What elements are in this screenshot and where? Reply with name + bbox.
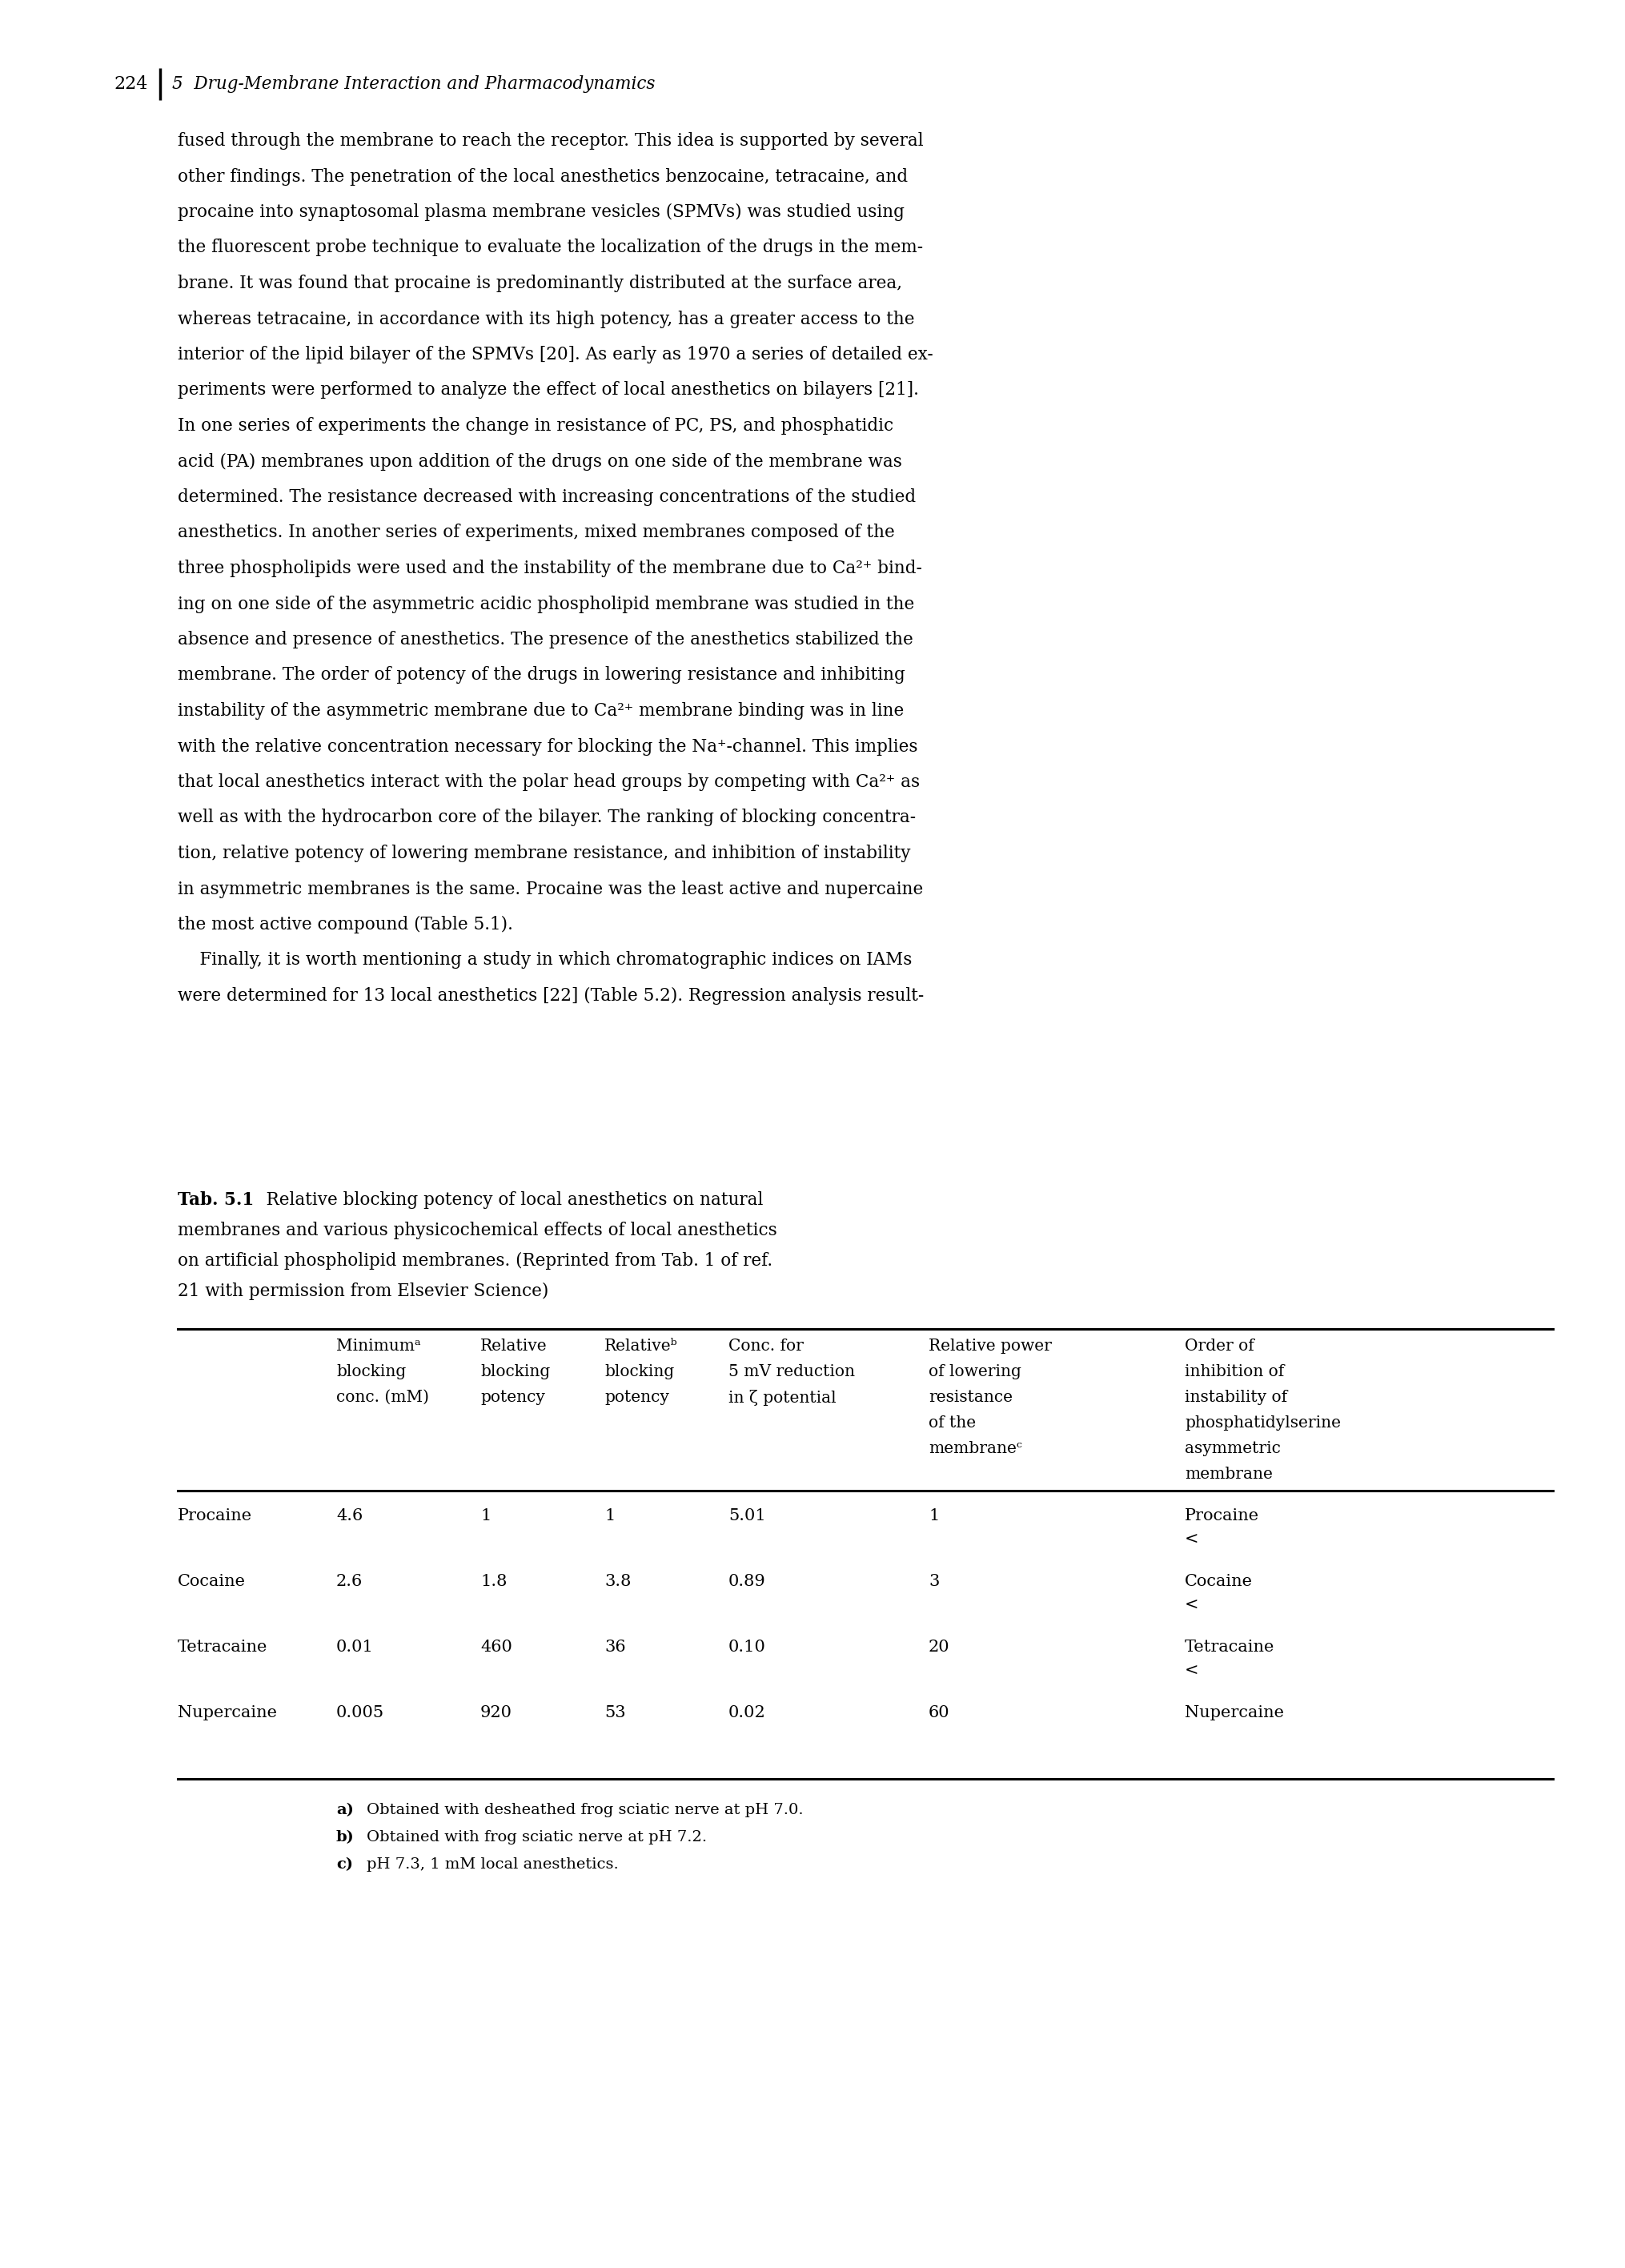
Text: b): b) [336, 1830, 354, 1844]
Text: membranes and various physicochemical effects of local anesthetics: membranes and various physicochemical ef… [177, 1222, 777, 1238]
Text: resistance: resistance [928, 1390, 1012, 1404]
Text: in asymmetric membranes is the same. Procaine was the least active and nupercain: in asymmetric membranes is the same. Pro… [177, 880, 923, 898]
Text: conc. (mM): conc. (mM) [336, 1390, 429, 1404]
Text: that local anesthetics interact with the polar head groups by competing with Ca²: that local anesthetics interact with the… [177, 773, 920, 792]
Text: Relative power: Relative power [928, 1338, 1051, 1354]
Text: well as with the hydrocarbon core of the bilayer. The ranking of blocking concen: well as with the hydrocarbon core of the… [177, 810, 915, 826]
Text: 4.6: 4.6 [336, 1508, 362, 1524]
Text: other findings. The penetration of the local anesthetics benzocaine, tetracaine,: other findings. The penetration of the l… [177, 168, 907, 186]
Text: Finally, it is worth mentioning a study in which chromatographic indices on IAMs: Finally, it is worth mentioning a study … [177, 953, 912, 968]
Text: ing on one side of the asymmetric acidic phospholipid membrane was studied in th: ing on one side of the asymmetric acidic… [177, 594, 913, 612]
Text: 3.8: 3.8 [604, 1574, 630, 1590]
Text: 3: 3 [928, 1574, 939, 1590]
Text: 36: 36 [604, 1640, 626, 1656]
Text: of lowering: of lowering [928, 1363, 1020, 1379]
Text: 5  Drug-Membrane Interaction and Pharmacodynamics: 5 Drug-Membrane Interaction and Pharmaco… [172, 75, 655, 93]
Text: Nupercaine: Nupercaine [1185, 1706, 1284, 1721]
Text: Tetracaine: Tetracaine [1185, 1640, 1274, 1656]
Text: on artificial phospholipid membranes. (Reprinted from Tab. 1 of ref.: on artificial phospholipid membranes. (R… [177, 1252, 772, 1270]
Text: Cocaine: Cocaine [177, 1574, 245, 1590]
Text: 5.01: 5.01 [728, 1508, 765, 1524]
Text: 1: 1 [479, 1508, 491, 1524]
Text: membraneᶜ: membraneᶜ [928, 1440, 1022, 1456]
Text: the most active compound (Table 5.1).: the most active compound (Table 5.1). [177, 916, 514, 934]
Text: 1: 1 [604, 1508, 614, 1524]
Text: 0.89: 0.89 [728, 1574, 765, 1590]
Text: Obtained with frog sciatic nerve at pH 7.2.: Obtained with frog sciatic nerve at pH 7… [367, 1830, 707, 1844]
Text: brane. It was found that procaine is predominantly distributed at the surface ar: brane. It was found that procaine is pre… [177, 274, 902, 293]
Text: 1: 1 [928, 1508, 939, 1524]
Text: Cocaine: Cocaine [1185, 1574, 1253, 1590]
Text: fused through the membrane to reach the receptor. This idea is supported by seve: fused through the membrane to reach the … [177, 132, 923, 150]
Text: instability of: instability of [1185, 1390, 1287, 1404]
Text: membrane. The order of potency of the drugs in lowering resistance and inhibitin: membrane. The order of potency of the dr… [177, 667, 905, 685]
Text: acid (PA) membranes upon addition of the drugs on one side of the membrane was: acid (PA) membranes upon addition of the… [177, 454, 902, 469]
Text: 0.01: 0.01 [336, 1640, 374, 1656]
Text: in ζ potential: in ζ potential [728, 1390, 835, 1406]
Text: three phospholipids were used and the instability of the membrane due to Ca²⁺ bi: three phospholipids were used and the in… [177, 560, 921, 578]
Text: anesthetics. In another series of experiments, mixed membranes composed of the: anesthetics. In another series of experi… [177, 524, 894, 542]
Text: Relative: Relative [479, 1338, 548, 1354]
Text: 1.8: 1.8 [479, 1574, 507, 1590]
Text: with the relative concentration necessary for blocking the Na⁺-channel. This imp: with the relative concentration necessar… [177, 737, 918, 755]
Text: 53: 53 [604, 1706, 626, 1721]
Text: c): c) [336, 1857, 353, 1871]
Text: <: < [1185, 1533, 1198, 1547]
Text: Nupercaine: Nupercaine [177, 1706, 276, 1721]
Text: 60: 60 [928, 1706, 949, 1721]
Text: absence and presence of anesthetics. The presence of the anesthetics stabilized : absence and presence of anesthetics. The… [177, 631, 913, 649]
Text: blocking: blocking [604, 1363, 674, 1379]
Text: Relativeᵇ: Relativeᵇ [604, 1338, 678, 1354]
Text: potency: potency [479, 1390, 544, 1404]
Text: 224: 224 [114, 75, 148, 93]
Text: whereas tetracaine, in accordance with its high potency, has a greater access to: whereas tetracaine, in accordance with i… [177, 311, 915, 329]
Text: membrane: membrane [1185, 1467, 1272, 1481]
Text: 0.10: 0.10 [728, 1640, 765, 1656]
Text: <: < [1185, 1599, 1198, 1613]
Text: blocking: blocking [336, 1363, 406, 1379]
Text: 2.6: 2.6 [336, 1574, 362, 1590]
Text: instability of the asymmetric membrane due to Ca²⁺ membrane binding was in line: instability of the asymmetric membrane d… [177, 703, 904, 719]
Text: were determined for 13 local anesthetics [22] (Table 5.2). Regression analysis r: were determined for 13 local anesthetics… [177, 987, 923, 1005]
Text: the fluorescent probe technique to evaluate the localization of the drugs in the: the fluorescent probe technique to evalu… [177, 238, 923, 256]
Text: 0.005: 0.005 [336, 1706, 383, 1721]
Text: potency: potency [604, 1390, 669, 1404]
Text: asymmetric: asymmetric [1185, 1440, 1280, 1456]
Text: Procaine: Procaine [1185, 1508, 1259, 1524]
Text: interior of the lipid bilayer of the SPMVs [20]. As early as 1970 a series of de: interior of the lipid bilayer of the SPM… [177, 345, 933, 363]
Text: determined. The resistance decreased with increasing concentrations of the studi: determined. The resistance decreased wit… [177, 488, 915, 506]
Text: Tab. 5.1: Tab. 5.1 [177, 1191, 254, 1209]
Text: blocking: blocking [479, 1363, 549, 1379]
Text: Conc. for: Conc. for [728, 1338, 803, 1354]
Text: Order of: Order of [1185, 1338, 1253, 1354]
Text: inhibition of: inhibition of [1185, 1363, 1284, 1379]
Text: pH 7.3, 1 mM local anesthetics.: pH 7.3, 1 mM local anesthetics. [367, 1857, 618, 1871]
Text: 460: 460 [479, 1640, 512, 1656]
Text: of the: of the [928, 1415, 975, 1431]
Text: 0.02: 0.02 [728, 1706, 765, 1721]
Text: 920: 920 [479, 1706, 512, 1721]
Text: Minimumᵃ: Minimumᵃ [336, 1338, 421, 1354]
Text: Obtained with desheathed frog sciatic nerve at pH 7.0.: Obtained with desheathed frog sciatic ne… [367, 1803, 803, 1817]
Text: 20: 20 [928, 1640, 949, 1656]
Text: a): a) [336, 1803, 354, 1817]
Text: 21 with permission from Elsevier Science): 21 with permission from Elsevier Science… [177, 1281, 548, 1300]
Text: In one series of experiments the change in resistance of PC, PS, and phosphatidi: In one series of experiments the change … [177, 417, 894, 435]
Text: Tetracaine: Tetracaine [177, 1640, 268, 1656]
Text: Relative blocking potency of local anesthetics on natural: Relative blocking potency of local anest… [250, 1191, 762, 1209]
Text: <: < [1185, 1662, 1198, 1678]
Text: phosphatidylserine: phosphatidylserine [1185, 1415, 1341, 1431]
Text: Procaine: Procaine [177, 1508, 252, 1524]
Text: periments were performed to analyze the effect of local anesthetics on bilayers : periments were performed to analyze the … [177, 381, 918, 399]
Text: tion, relative potency of lowering membrane resistance, and inhibition of instab: tion, relative potency of lowering membr… [177, 844, 910, 862]
Text: 5 mV reduction: 5 mV reduction [728, 1363, 855, 1379]
Text: procaine into synaptosomal plasma membrane vesicles (SPMVs) was studied using: procaine into synaptosomal plasma membra… [177, 204, 904, 220]
